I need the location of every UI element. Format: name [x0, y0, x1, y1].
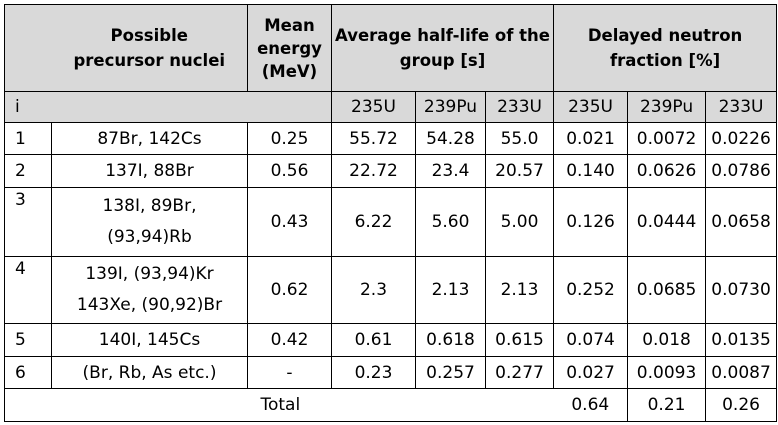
row-energy: 0.43	[247, 187, 332, 257]
row-nuclei: (Br, Rb, As etc.)	[51, 356, 248, 389]
total-label: Total	[247, 388, 554, 422]
total-blank	[4, 388, 52, 422]
row-hl-233u: 55.0	[484, 122, 555, 155]
row-frac-233u: 0.0730	[705, 256, 778, 324]
total-frac-235u: 0.64	[553, 388, 629, 422]
row-energy: 0.25	[247, 122, 332, 155]
row-hl-235u: 2.3	[331, 256, 416, 324]
header-energy: Mean energy (MeV)	[247, 4, 332, 92]
header-index-blank	[4, 4, 52, 92]
subheader-frac-235u: 235U	[553, 91, 629, 123]
row-hl-235u: 0.61	[331, 323, 416, 357]
subheader-frac-239pu: 239Pu	[627, 91, 707, 123]
row-nuclei: 139I, (93,94)Kr 143Xe, (90,92)Br	[51, 256, 248, 324]
header-precursor: Possible precursor nuclei	[51, 4, 248, 92]
total-blank	[51, 388, 248, 422]
row-hl-235u: 22.72	[331, 154, 416, 188]
row-hl-235u: 0.23	[331, 356, 416, 389]
row-nuclei: 137I, 88Br	[51, 154, 248, 188]
subheader-hl-235u: 235U	[331, 91, 416, 123]
subheader-index: i	[4, 91, 52, 123]
row-nuclei: 87Br, 142Cs	[51, 122, 248, 155]
row-hl-239pu: 2.13	[415, 256, 486, 324]
row-index: 4	[4, 256, 52, 324]
header-fraction: Delayed neutron fraction [%]	[553, 4, 778, 92]
row-energy: -	[247, 356, 332, 389]
row-frac-239pu: 0.0072	[627, 122, 707, 155]
row-frac-235u: 0.021	[553, 122, 629, 155]
delayed-neutron-table: Possible precursor nuclei Mean energy (M…	[4, 4, 778, 422]
total-frac-239pu: 0.21	[627, 388, 707, 422]
row-index: 3	[4, 187, 52, 257]
row-frac-239pu: 0.018	[627, 323, 707, 357]
row-energy: 0.42	[247, 323, 332, 357]
table-row: 2 137I, 88Br 0.56 22.72 23.4 20.57 0.140…	[4, 154, 778, 188]
subheader-hl-233u: 233U	[484, 91, 555, 123]
subheader-blank-energy	[247, 91, 332, 123]
table-row: 4 139I, (93,94)Kr 143Xe, (90,92)Br 0.62 …	[4, 256, 778, 324]
table-row: 6 (Br, Rb, As etc.) - 0.23 0.257 0.277 0…	[4, 356, 778, 389]
row-hl-239pu: 0.257	[415, 356, 486, 389]
row-frac-235u: 0.074	[553, 323, 629, 357]
row-hl-233u: 5.00	[484, 187, 555, 257]
row-nuclei: 140I, 145Cs	[51, 323, 248, 357]
row-frac-233u: 0.0226	[705, 122, 778, 155]
row-hl-233u: 20.57	[484, 154, 555, 188]
row-hl-239pu: 5.60	[415, 187, 486, 257]
table-row: 5 140I, 145Cs 0.42 0.61 0.618 0.615 0.07…	[4, 323, 778, 357]
row-index: 5	[4, 323, 52, 357]
row-hl-233u: 2.13	[484, 256, 555, 324]
row-hl-239pu: 23.4	[415, 154, 486, 188]
row-frac-233u: 0.0658	[705, 187, 778, 257]
header-halflife: Average half-life of the group [s]	[330, 4, 555, 92]
total-frac-233u: 0.26	[705, 388, 778, 422]
subheader-blank	[51, 91, 248, 123]
row-frac-235u: 0.140	[553, 154, 629, 188]
table-row: 3 138I, 89Br, (93,94)Rb 0.43 6.22 5.60 5…	[4, 187, 778, 257]
row-frac-235u: 0.252	[553, 256, 629, 324]
row-hl-233u: 0.277	[484, 356, 555, 389]
row-index: 1	[4, 122, 52, 155]
row-nuclei: 138I, 89Br, (93,94)Rb	[51, 187, 248, 257]
row-hl-235u: 6.22	[331, 187, 416, 257]
subheader-hl-239pu: 239Pu	[415, 91, 486, 123]
subheader-row: i 235U 239Pu 233U 235U 239Pu 233U	[4, 91, 778, 123]
row-hl-239pu: 54.28	[415, 122, 486, 155]
row-frac-233u: 0.0786	[705, 154, 778, 188]
row-energy: 0.62	[247, 256, 332, 324]
row-hl-233u: 0.615	[484, 323, 555, 357]
row-frac-235u: 0.126	[553, 187, 629, 257]
row-frac-239pu: 0.0626	[627, 154, 707, 188]
row-frac-239pu: 0.0685	[627, 256, 707, 324]
header-row: Possible precursor nuclei Mean energy (M…	[4, 4, 778, 92]
subheader-frac-233u: 233U	[705, 91, 778, 123]
row-frac-233u: 0.0135	[705, 323, 778, 357]
row-frac-235u: 0.027	[553, 356, 629, 389]
row-hl-235u: 55.72	[331, 122, 416, 155]
row-frac-239pu: 0.0093	[627, 356, 707, 389]
row-index: 2	[4, 154, 52, 188]
row-index: 6	[4, 356, 52, 389]
row-hl-239pu: 0.618	[415, 323, 486, 357]
row-frac-239pu: 0.0444	[627, 187, 707, 257]
total-row: Total 0.64 0.21 0.26	[4, 388, 778, 422]
table-row: 1 87Br, 142Cs 0.25 55.72 54.28 55.0 0.02…	[4, 122, 778, 155]
row-frac-233u: 0.0087	[705, 356, 778, 389]
row-energy: 0.56	[247, 154, 332, 188]
